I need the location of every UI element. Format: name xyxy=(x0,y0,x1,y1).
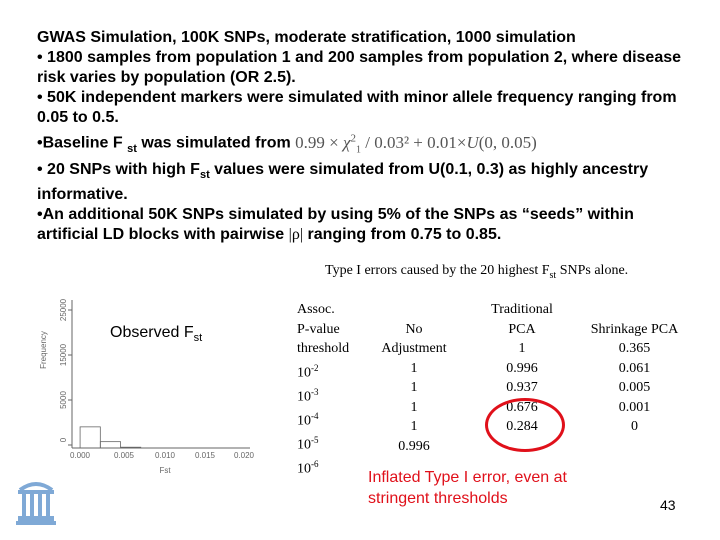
y-tick-label: 25000 xyxy=(59,298,68,321)
column-header: P-value xyxy=(297,321,340,337)
x-tick-label: 0.000 xyxy=(70,451,91,460)
table-cell: 1 xyxy=(410,399,418,415)
histogram-bar xyxy=(120,446,142,449)
page-number: 43 xyxy=(660,497,676,513)
column-header: threshold xyxy=(297,341,350,356)
y-tick-label: 5000 xyxy=(59,391,68,409)
table-cell: 0.001 xyxy=(618,399,651,415)
histogram-bar xyxy=(79,426,101,449)
histogram-bars xyxy=(79,426,142,449)
bullet-3: •Baseline F st was simulated from 0.99 ×… xyxy=(37,132,537,156)
table-cell: 10-3 xyxy=(297,386,319,405)
highlight-ellipse xyxy=(485,398,565,452)
table-col-threshold: Assoc. P-value threshold 10-2 10-3 10-4 … xyxy=(297,300,349,479)
x-axis-label: Fst xyxy=(159,466,171,475)
table-cell: 10-4 xyxy=(297,410,319,429)
column-header: Adjustment xyxy=(381,341,447,356)
bullet-5: •An additional 50K SNPs simulated by usi… xyxy=(37,206,634,244)
bullet-2: • 50K independent markers were simulated… xyxy=(37,89,677,126)
histogram-bar xyxy=(99,441,121,449)
x-tick-label: 0.005 xyxy=(114,451,135,460)
table-cell: 1 xyxy=(410,419,418,434)
table-caption: Type I errors caused by the 20 highest F… xyxy=(325,263,629,281)
table-cell: 1 xyxy=(518,341,526,356)
table-cell: 0.005 xyxy=(618,380,651,395)
column-header: Shrinkage PCA xyxy=(590,321,679,337)
table-cell: 0.061 xyxy=(618,360,651,376)
table-cell: 1 xyxy=(410,380,418,395)
heading: GWAS Simulation, 100K SNPs, moderate str… xyxy=(37,29,576,46)
column-header: Assoc. xyxy=(297,302,335,317)
table-cell: 0.365 xyxy=(618,341,651,356)
table-cell: 10-5 xyxy=(297,434,319,453)
table-cell: 0 xyxy=(631,419,638,434)
table-cell: 10-2 xyxy=(297,362,319,381)
table-col-no-adjustment: No Adjustment 1 1 1 1 0.996 xyxy=(375,300,453,456)
table-col-shrinkage-pca: Shrinkage PCA 0.365 0.061 0.005 0.001 0 xyxy=(583,300,686,437)
y-tick-label: 15000 xyxy=(59,343,68,366)
bullet-1: • 1800 samples from population 1 and 200… xyxy=(37,49,682,86)
x-tick-label: 0.015 xyxy=(195,451,216,460)
y-axis-label: Frequency xyxy=(39,331,48,369)
x-tick-label: 0.010 xyxy=(155,451,176,460)
observed-fst-label: Observed Fst xyxy=(110,324,203,345)
table-cell: 0.937 xyxy=(506,380,538,395)
x-tick-label: 0.020 xyxy=(234,451,255,460)
column-header: Traditional xyxy=(491,302,553,317)
annotation-note: Inflated Type I error, even at stringent… xyxy=(368,469,567,507)
table-cell: 0.996 xyxy=(506,360,538,376)
text-block: GWAS Simulation, 100K SNPs, moderate str… xyxy=(37,28,687,245)
fst-histogram: 25000 15000 5000 0 Frequency 0.000 0.005… xyxy=(39,298,255,475)
university-well-logo-icon xyxy=(16,482,56,525)
bullet-4: • 20 SNPs with high Fst values were simu… xyxy=(37,161,649,204)
table-cell: 1 xyxy=(410,360,418,376)
table-cell: 10-6 xyxy=(297,459,319,477)
column-header: No xyxy=(405,321,423,337)
formula: 0.99 × χ21 / 0.03² + 0.01×U(0, 0.05) xyxy=(295,132,537,156)
column-header: PCA xyxy=(508,321,536,337)
table-cell: 0.996 xyxy=(398,438,430,454)
y-tick-label: 0 xyxy=(59,437,68,442)
